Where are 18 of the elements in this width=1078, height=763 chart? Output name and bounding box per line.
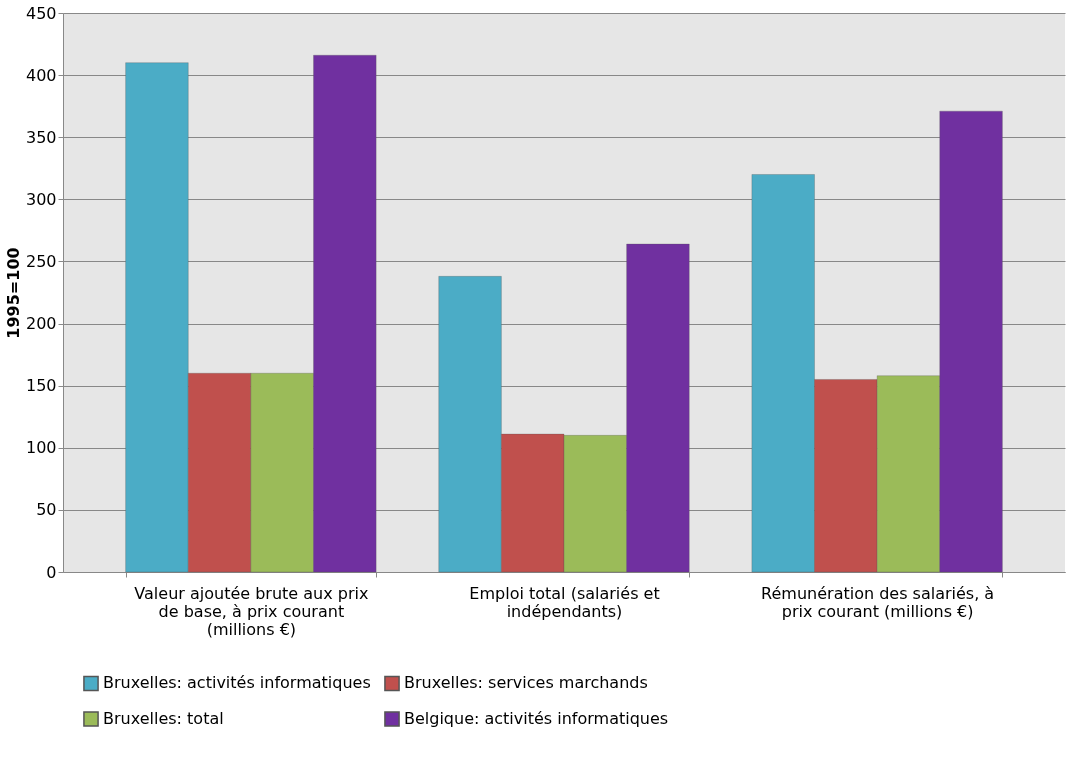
y-tick-label: 100 xyxy=(25,438,57,458)
legend-label: Bruxelles: total xyxy=(103,709,224,728)
y-tick-label: 300 xyxy=(25,189,57,209)
x-tick-label: Valeur ajoutée brute aux prix de base, à prix courant (millions €) xyxy=(134,583,369,639)
x-tick-label: Rémunération des salariés, à prix courant (millions €) xyxy=(761,583,995,621)
legend-label: Belgique: activités informatiques xyxy=(404,709,669,728)
y-tick-label: 250 xyxy=(25,251,57,271)
y-tick-label: 0 xyxy=(46,562,57,582)
y-tick-label: 200 xyxy=(25,314,57,334)
y-tick-label: 50 xyxy=(36,500,57,520)
legend-label: Bruxelles: services marchands xyxy=(404,673,648,693)
y-tick-label: 150 xyxy=(25,376,57,396)
y-tick-label: 450 xyxy=(25,3,57,23)
x-tick-label: Emploi total (salariés et indépendants) xyxy=(469,583,660,621)
y-tick-label: 350 xyxy=(25,127,57,147)
y-tick-label: 400 xyxy=(25,65,57,85)
legend-label: Bruxelles: activités informatiques xyxy=(103,673,371,693)
y-axis-title: 1995=100 xyxy=(3,247,23,339)
